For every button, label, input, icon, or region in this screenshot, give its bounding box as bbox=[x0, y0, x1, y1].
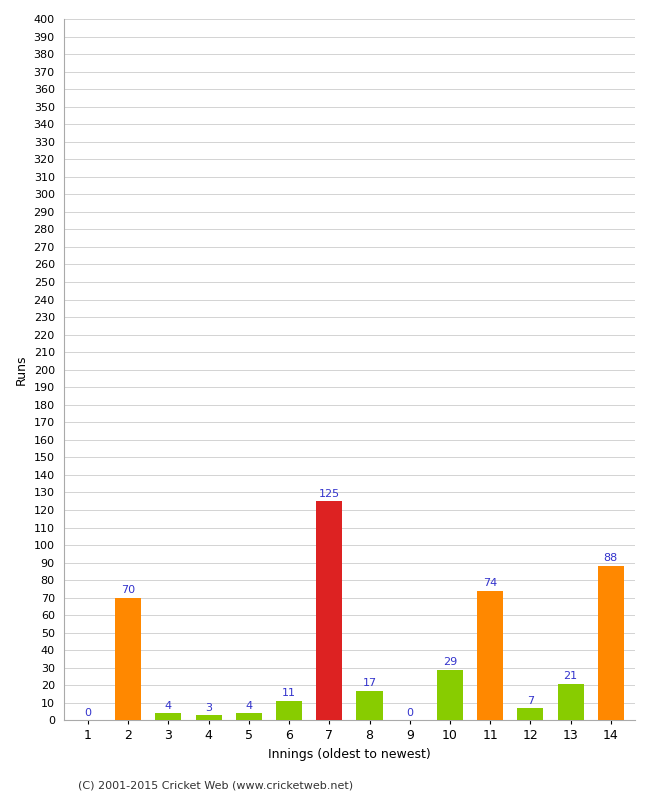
Text: 88: 88 bbox=[604, 554, 618, 563]
Bar bbox=[558, 683, 584, 721]
Text: 0: 0 bbox=[406, 708, 413, 718]
Bar bbox=[155, 714, 181, 721]
Text: (C) 2001-2015 Cricket Web (www.cricketweb.net): (C) 2001-2015 Cricket Web (www.cricketwe… bbox=[78, 781, 353, 790]
Text: 4: 4 bbox=[245, 701, 252, 710]
Bar bbox=[236, 714, 262, 721]
Text: 3: 3 bbox=[205, 702, 212, 713]
Bar bbox=[517, 708, 543, 721]
Text: 0: 0 bbox=[84, 708, 92, 718]
Bar bbox=[477, 590, 503, 721]
Bar bbox=[317, 502, 343, 721]
Y-axis label: Runs: Runs bbox=[15, 354, 28, 385]
Bar bbox=[437, 670, 463, 721]
Text: 74: 74 bbox=[483, 578, 497, 588]
Text: 17: 17 bbox=[363, 678, 376, 688]
Text: 125: 125 bbox=[318, 489, 340, 498]
Text: 7: 7 bbox=[527, 695, 534, 706]
Bar bbox=[115, 598, 141, 721]
Bar bbox=[598, 566, 624, 721]
Bar bbox=[196, 715, 222, 721]
Text: 21: 21 bbox=[564, 671, 578, 681]
Bar bbox=[276, 701, 302, 721]
Bar bbox=[356, 690, 383, 721]
X-axis label: Innings (oldest to newest): Innings (oldest to newest) bbox=[268, 748, 431, 761]
Text: 11: 11 bbox=[282, 689, 296, 698]
Text: 29: 29 bbox=[443, 657, 457, 667]
Text: 4: 4 bbox=[165, 701, 172, 710]
Text: 70: 70 bbox=[121, 585, 135, 595]
